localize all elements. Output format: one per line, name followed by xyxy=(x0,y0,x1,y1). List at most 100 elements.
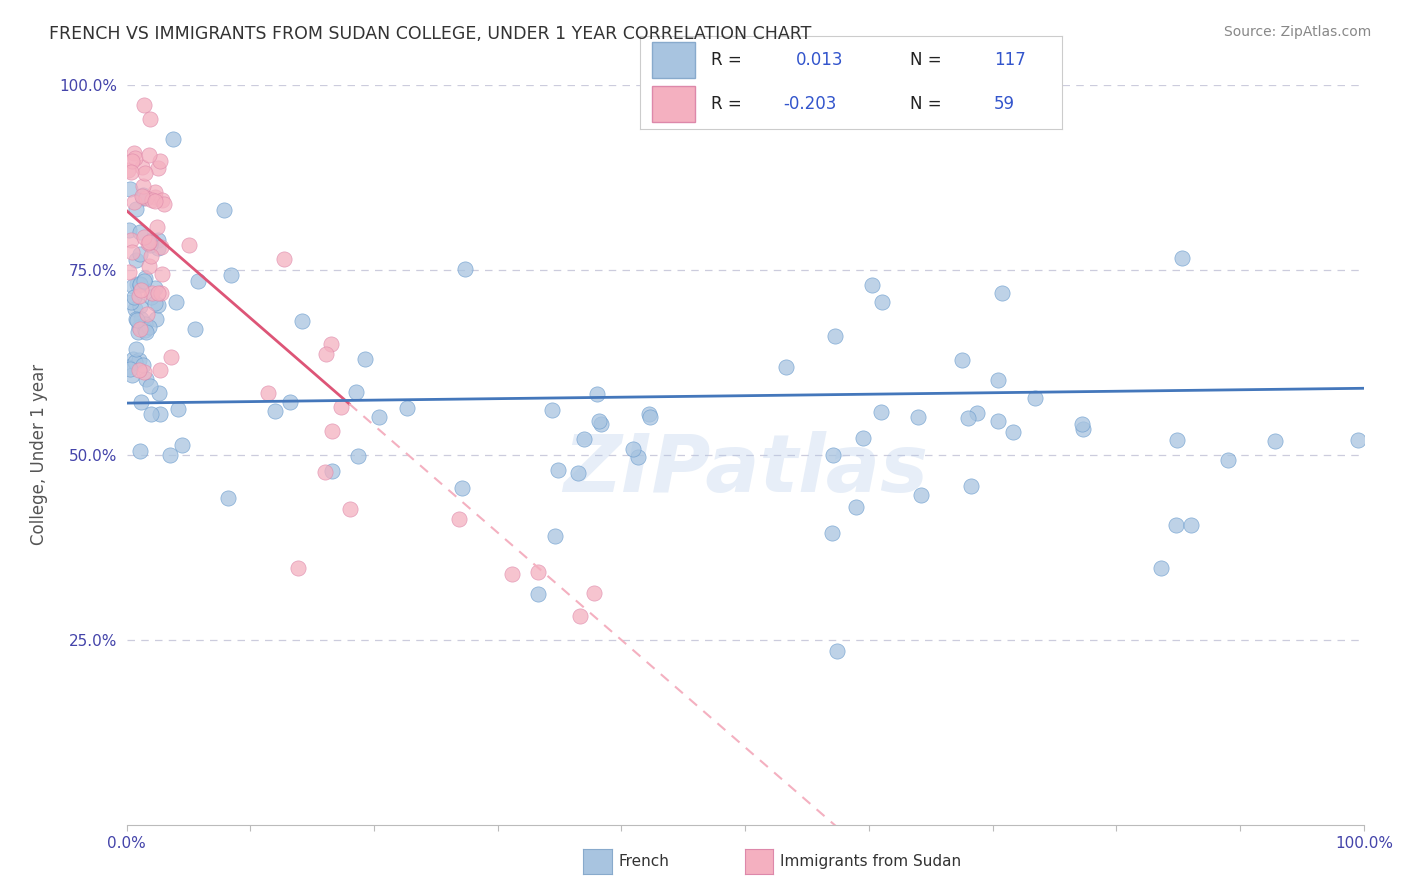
Point xyxy=(1216,453,1239,467)
Point xyxy=(118,361,141,376)
Point xyxy=(150,285,173,300)
Point xyxy=(128,289,150,303)
Point xyxy=(153,197,176,211)
Point xyxy=(263,404,285,418)
Point xyxy=(1264,434,1286,449)
Point xyxy=(454,262,477,277)
Point xyxy=(135,307,157,321)
Point xyxy=(273,252,295,266)
Point xyxy=(134,274,156,288)
Point xyxy=(1002,425,1025,439)
Point xyxy=(1071,422,1094,436)
Text: R =: R = xyxy=(711,95,742,113)
Point xyxy=(118,264,141,278)
Point xyxy=(321,425,343,439)
Point xyxy=(344,384,367,399)
Point xyxy=(187,274,209,288)
Point xyxy=(541,402,564,417)
Point xyxy=(134,166,156,180)
Point xyxy=(150,193,173,207)
Point xyxy=(121,165,143,179)
Point xyxy=(569,608,592,623)
Text: Immigrants from Sudan: Immigrants from Sudan xyxy=(780,855,962,869)
Point xyxy=(139,378,162,392)
Point xyxy=(291,314,314,328)
Text: -0.203: -0.203 xyxy=(783,95,837,113)
Point xyxy=(118,182,141,196)
Point xyxy=(907,409,929,424)
Point xyxy=(347,449,370,463)
Point xyxy=(136,235,159,250)
Point xyxy=(585,387,607,401)
Point xyxy=(122,146,145,161)
Point xyxy=(143,194,166,208)
Point xyxy=(159,350,181,364)
Point xyxy=(125,342,148,356)
Point xyxy=(138,259,160,273)
Text: 117: 117 xyxy=(994,51,1026,69)
Point xyxy=(1150,560,1173,574)
Point xyxy=(588,414,610,428)
Point xyxy=(129,312,152,326)
Point xyxy=(447,511,470,525)
Point xyxy=(987,373,1010,387)
Point xyxy=(621,442,644,457)
Point xyxy=(149,154,172,169)
Text: Source: ZipAtlas.com: Source: ZipAtlas.com xyxy=(1223,25,1371,39)
Point xyxy=(368,410,391,425)
Point xyxy=(138,112,160,127)
Point xyxy=(339,501,361,516)
Point xyxy=(146,161,169,176)
Text: ZIPatlas: ZIPatlas xyxy=(562,431,928,508)
Point xyxy=(149,240,172,254)
Point xyxy=(527,587,550,601)
Point xyxy=(184,322,207,336)
Point xyxy=(1024,392,1046,406)
Point xyxy=(132,191,155,205)
Point xyxy=(1164,518,1187,533)
Text: French: French xyxy=(619,855,669,869)
Point xyxy=(132,190,155,204)
Point xyxy=(125,312,148,326)
Point xyxy=(860,277,883,292)
Point xyxy=(278,395,301,409)
Point xyxy=(128,319,150,334)
Point xyxy=(125,312,148,326)
Point xyxy=(132,98,155,112)
Point xyxy=(124,151,146,165)
Text: 59: 59 xyxy=(994,95,1015,113)
Point xyxy=(1170,251,1192,265)
Point xyxy=(638,410,661,425)
Text: N =: N = xyxy=(910,51,941,69)
Point xyxy=(547,463,569,477)
Point xyxy=(150,267,173,281)
Point xyxy=(1347,433,1369,447)
Point xyxy=(117,360,139,375)
Point xyxy=(221,268,243,282)
Point xyxy=(129,322,152,336)
Point xyxy=(143,186,166,200)
Point xyxy=(1070,417,1092,431)
Point xyxy=(823,449,845,463)
Point xyxy=(125,252,148,267)
Point xyxy=(451,481,474,495)
Point xyxy=(526,566,548,580)
Point xyxy=(960,479,983,493)
Point xyxy=(141,285,163,300)
Point xyxy=(120,233,142,247)
Point xyxy=(145,312,167,326)
Point xyxy=(501,567,523,582)
Text: R =: R = xyxy=(711,51,742,69)
Point xyxy=(1180,518,1202,533)
Point xyxy=(134,323,156,337)
Point xyxy=(146,220,169,235)
Point xyxy=(122,290,145,304)
Point xyxy=(129,277,152,292)
Point xyxy=(121,244,143,259)
Point xyxy=(139,238,162,252)
Point xyxy=(139,290,162,304)
Point xyxy=(148,385,170,400)
Point xyxy=(148,241,170,255)
Point xyxy=(122,351,145,366)
Point xyxy=(627,450,650,465)
